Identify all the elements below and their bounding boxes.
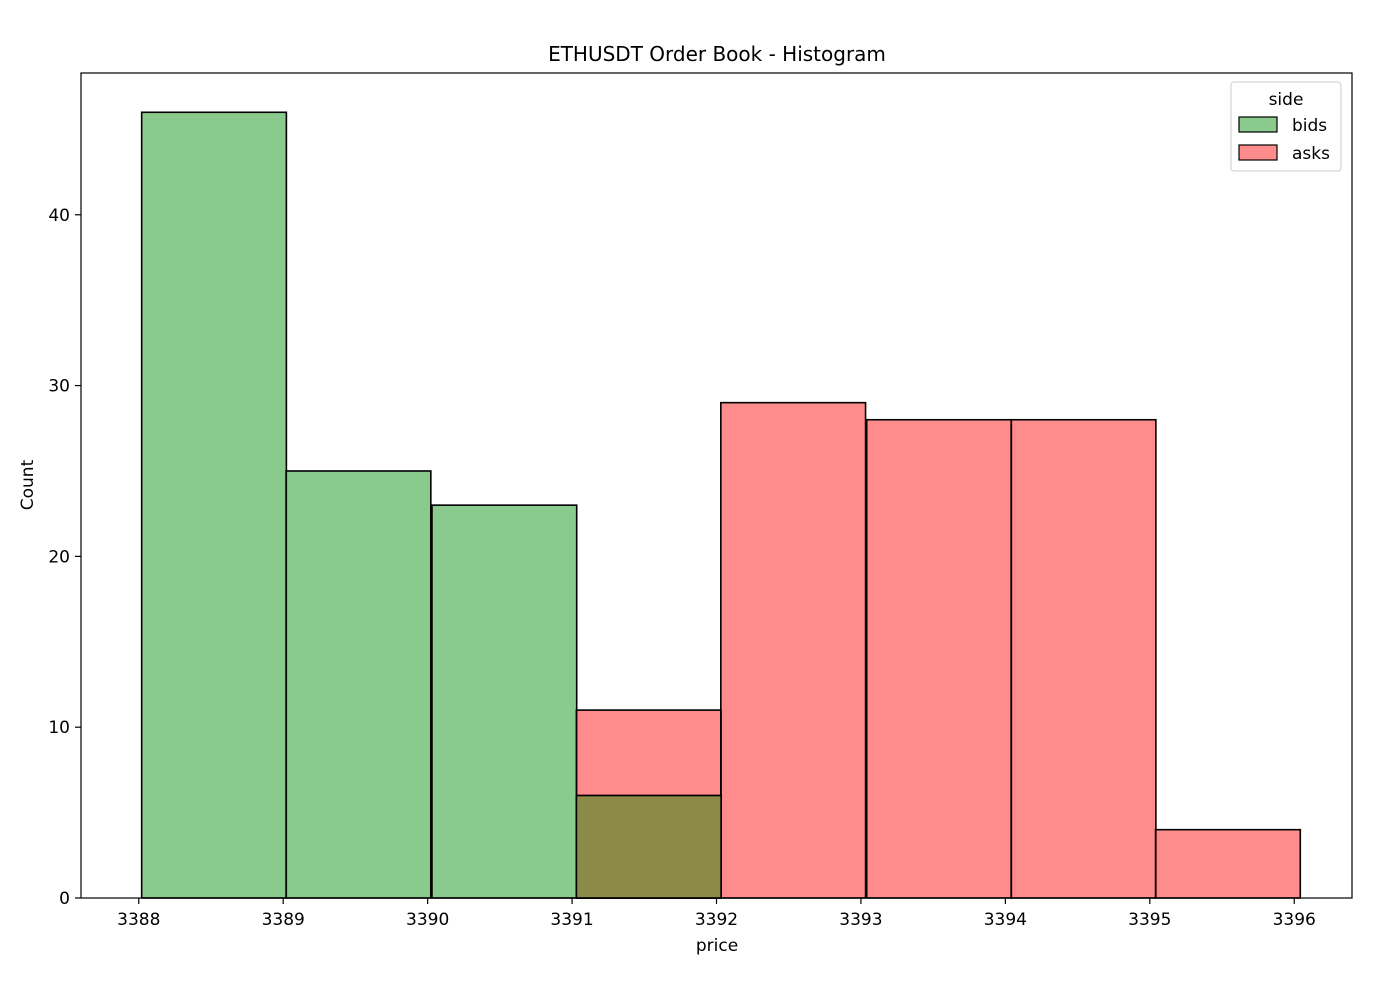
y-axis-label: Count [18,459,38,510]
bids-bar-1 [285,470,432,899]
x-axis-label: price [696,936,738,956]
x-tick-label-8: 3396 [1273,910,1316,930]
y-tick-label-4: 40 [48,206,70,226]
y-axis-ticks: 0 10 20 30 40 [48,206,81,909]
x-tick-label-0: 3388 [117,910,160,930]
overlap-bar-3 [575,794,722,899]
bars-layer [140,111,1302,899]
asks-bar-2 [865,418,1013,899]
legend: side bids asks [1230,81,1342,172]
chart-title: ETHUSDT Order Book - Histogram [548,42,886,66]
y-tick-label-0: 0 [59,889,70,909]
asks-bar-3 [1010,418,1157,899]
x-tick-label-5: 3393 [839,910,882,930]
x-tick-label-6: 3394 [984,910,1027,930]
legend-label-bids: bids [1292,116,1327,136]
legend-swatch-asks [1238,144,1278,161]
legend-swatch-bids [1238,116,1278,133]
x-tick-label-1: 3389 [262,910,305,930]
x-tick-label-4: 3392 [695,910,738,930]
bids-bar-2 [431,504,578,899]
x-tick-label-2: 3390 [406,910,449,930]
y-tick-label-3: 30 [48,377,70,397]
x-tick-label-3: 3391 [550,910,593,930]
legend-label-asks: asks [1292,144,1330,164]
x-axis-ticks: 3388 3389 3390 3391 3392 3393 3394 3395 3396 [117,898,1316,930]
x-tick-label-7: 3395 [1128,910,1171,930]
bids-bar-0 [140,111,288,899]
asks-bar-1 [720,401,867,899]
asks-bar-4 [1154,828,1302,899]
y-tick-label-2: 20 [48,547,70,567]
legend-title: side [1269,90,1304,110]
y-tick-label-1: 10 [48,718,70,738]
